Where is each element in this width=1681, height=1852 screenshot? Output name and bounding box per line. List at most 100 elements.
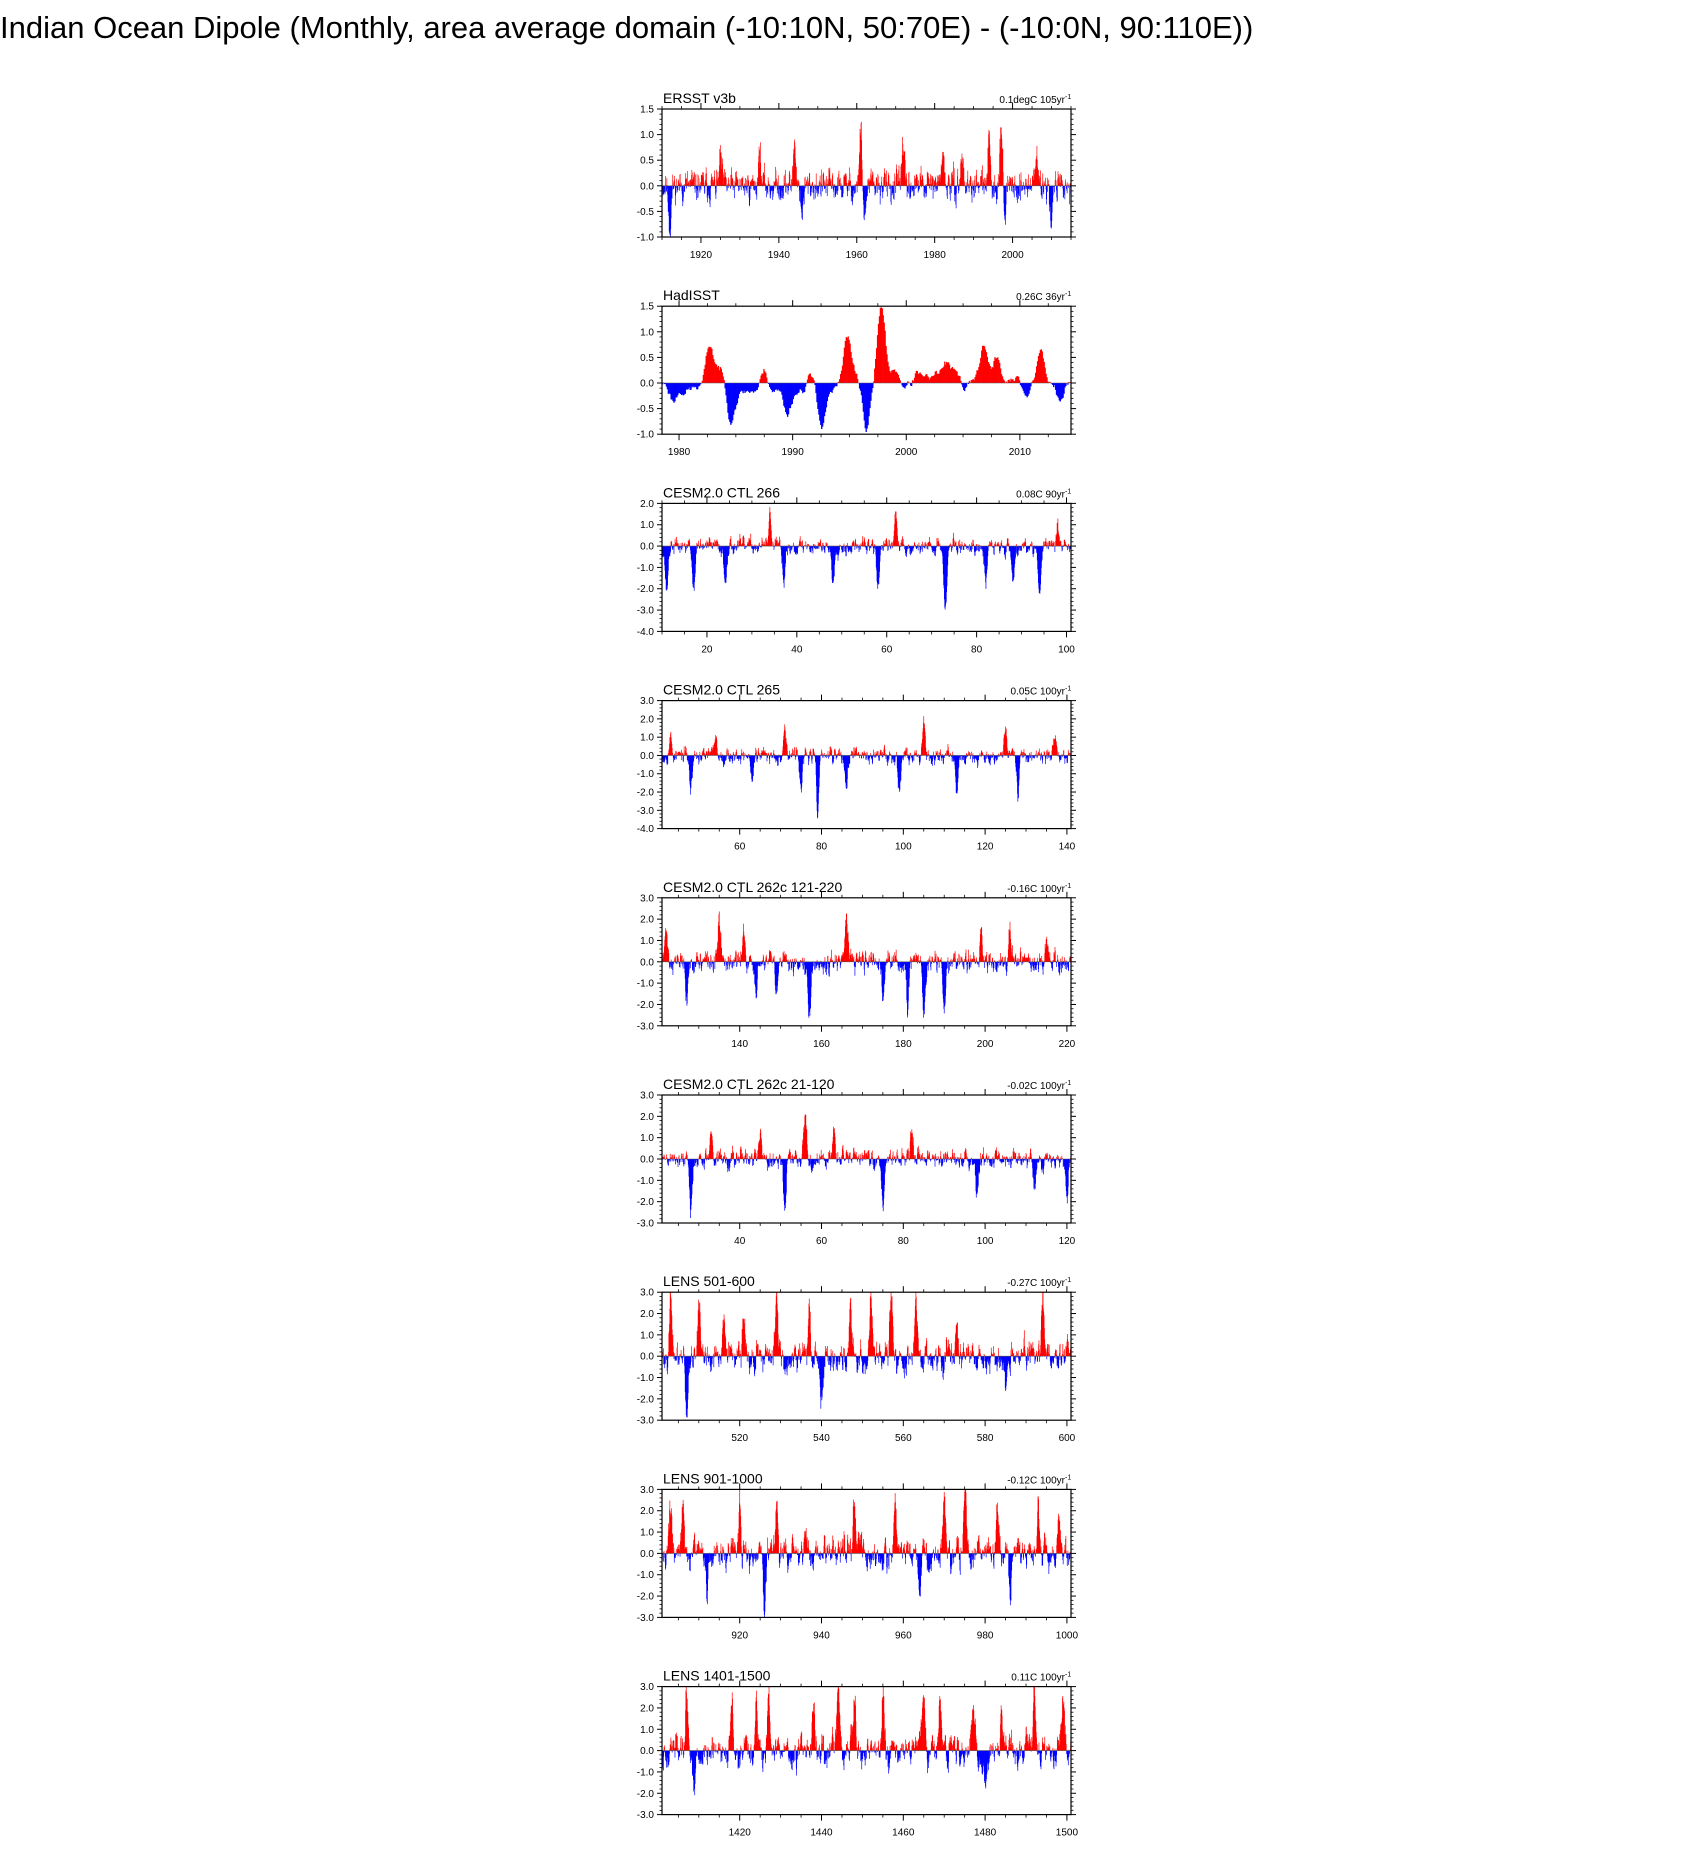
y-tick-label: 2.0: [640, 499, 654, 510]
bar-negative: [712, 546, 713, 549]
bar-positive: [714, 541, 716, 547]
bar-negative: [722, 546, 724, 554]
bar-negative: [1004, 546, 1006, 555]
bar-positive: [943, 156, 945, 186]
bar-positive: [763, 172, 764, 186]
bar-positive: [806, 753, 807, 756]
bar-positive: [715, 541, 716, 547]
bar-positive: [805, 184, 806, 186]
bar-negative: [937, 755, 938, 757]
bar-positive: [823, 752, 825, 756]
bar-negative: [969, 546, 971, 551]
bar-negative: [678, 546, 679, 550]
bar-positive: [721, 372, 723, 383]
bar-negative: [1040, 546, 1042, 585]
trend-label: 0.26C 36yr: [1016, 292, 1066, 303]
bar-positive: [678, 179, 679, 186]
bar-positive: [888, 366, 890, 383]
bar-positive: [847, 336, 849, 383]
bar-positive: [761, 537, 763, 547]
bar-positive: [865, 753, 866, 756]
bar-positive: [854, 370, 856, 383]
bar-negative: [836, 546, 837, 554]
bar-negative: [1034, 755, 1035, 758]
bar-negative: [986, 546, 988, 574]
bar-negative: [1033, 546, 1035, 554]
bar-positive: [1009, 176, 1010, 186]
bar-positive: [886, 181, 887, 186]
bar-positive: [1006, 538, 1008, 547]
bar-negative: [858, 546, 859, 548]
bar-positive: [742, 535, 744, 547]
bar-negative: [932, 546, 933, 553]
y-tick-label: -1.0: [637, 563, 655, 574]
bar-positive: [949, 368, 952, 383]
bar-negative: [1020, 383, 1023, 387]
bar-positive: [917, 373, 919, 383]
bar-negative: [824, 546, 826, 554]
bar-positive: [727, 754, 728, 756]
bar-negative: [906, 383, 908, 386]
bar-negative: [963, 755, 964, 761]
bar-positive: [758, 543, 760, 547]
bar-positive: [743, 537, 745, 547]
bar-positive: [937, 373, 939, 383]
bar-negative: [753, 546, 755, 550]
bar-negative: [911, 546, 912, 554]
bar-negative: [823, 546, 825, 550]
bar-negative: [818, 185, 820, 190]
bar-negative: [880, 185, 882, 188]
bar-negative: [739, 961, 741, 963]
bar-positive: [946, 362, 949, 383]
bar-positive: [813, 544, 815, 547]
bar-negative: [986, 755, 987, 759]
bar-positive: [688, 182, 689, 186]
bar-negative: [724, 546, 726, 582]
bar-negative: [1060, 383, 1062, 400]
bar-positive: [746, 545, 748, 547]
bar-positive: [975, 544, 977, 547]
bar-positive: [834, 184, 835, 186]
bar-positive: [763, 956, 764, 962]
bar-negative: [1023, 185, 1025, 190]
bar-negative: [693, 755, 695, 762]
bar-positive: [769, 512, 770, 547]
bar-positive: [1062, 183, 1063, 186]
bar-positive: [874, 751, 876, 756]
bar-negative: [1036, 546, 1037, 553]
bar-positive: [844, 948, 845, 962]
bar-positive: [884, 330, 886, 383]
bar-series: [662, 307, 1072, 433]
bar-negative: [945, 546, 947, 602]
bar-negative: [745, 961, 747, 966]
bar-negative: [1018, 546, 1019, 548]
bar-negative: [841, 546, 843, 553]
bar-positive: [856, 952, 857, 962]
bar-negative: [815, 755, 817, 763]
bar-negative: [835, 546, 836, 556]
bar-negative: [810, 546, 812, 553]
bar-negative: [939, 755, 940, 761]
bar-positive: [1012, 379, 1014, 383]
bar-negative: [696, 755, 697, 760]
bar-negative: [950, 185, 951, 189]
bar-negative: [1067, 546, 1069, 550]
bar-negative: [863, 383, 865, 421]
bar-negative: [958, 755, 960, 768]
bar-positive: [907, 754, 909, 756]
bar-positive: [1033, 379, 1035, 383]
bar-positive: [1023, 542, 1025, 547]
bar-positive: [868, 538, 870, 547]
bar-negative: [943, 755, 945, 758]
bar-negative: [679, 546, 681, 549]
bar-negative: [916, 546, 918, 548]
bar-positive: [716, 739, 718, 756]
bar-negative: [933, 546, 934, 549]
bar-negative: [778, 185, 780, 200]
bar-negative: [740, 185, 742, 191]
bar-positive: [948, 364, 951, 383]
bar-negative: [671, 961, 673, 964]
bar-positive: [680, 752, 682, 756]
bar-positive: [1042, 180, 1044, 186]
bar-negative: [676, 185, 678, 192]
